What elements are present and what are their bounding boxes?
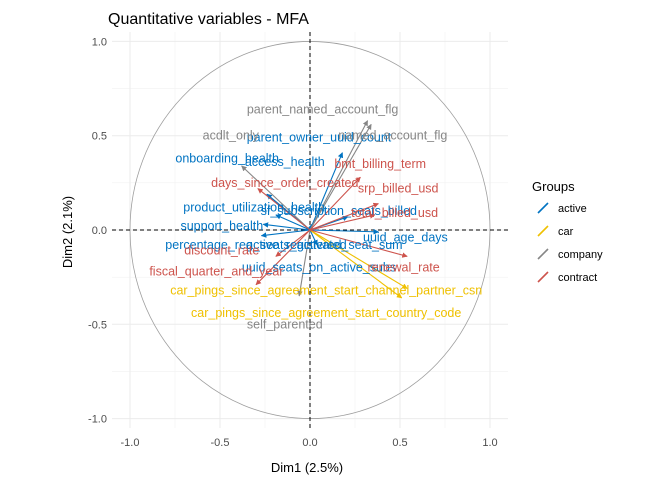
arrow-car-pings-since-agreement-start-country-code: [309, 229, 408, 289]
label-support-health: support_health: [180, 219, 263, 233]
arrow-acdlt-only: [241, 165, 311, 231]
arrow-named-account-flg: [309, 123, 372, 231]
label-uuid-seats-on-active-subs: uuid_seats_on_active_subs: [242, 261, 396, 275]
legend: Groups active car company contract: [532, 179, 603, 284]
arrow-bmt-billing-term: [309, 176, 361, 231]
arrow-self-parented: [297, 229, 311, 297]
label-parent-named-account-flg: parent_named_account_flg: [247, 102, 399, 116]
y-tick-label: -1.0: [88, 414, 107, 426]
arrow-days-since-order-created: [257, 188, 311, 231]
label-renewal-rate: renewal_rate: [367, 261, 439, 275]
label-bmt-billing-term: bmt_billing_term: [334, 157, 426, 171]
axes: -1.0 -0.5 0.0 0.5 1.0 -1.0 -0.5 0.0 0.5 1.0: [88, 32, 508, 449]
legend-label-car: car: [558, 226, 574, 238]
arrow-uuid-age-days: [309, 229, 379, 235]
x-axis-title: Dim1 (2.5%): [271, 460, 343, 475]
label-days-since-order-created: days_since_order_created: [211, 176, 358, 190]
arrow-car-pings-since-agreement-start-channel-partner-csn: [309, 229, 403, 299]
arrow-product-utilization-health: [275, 214, 311, 231]
label-fiscal-quarter-and-year: fiscal_quarter_and_year: [149, 264, 283, 278]
arrow-discount-rate: [275, 229, 311, 257]
label-discount-rate: discount_rate: [184, 244, 259, 258]
arrow-parent-named-account-flg: [309, 120, 369, 231]
legend-key-active: [537, 202, 549, 214]
legend-key-car: [537, 225, 549, 237]
variable-arrows: [241, 120, 408, 299]
x-tick-label: -0.5: [211, 437, 230, 449]
label-total-billed-usd: total_billed_usd: [351, 206, 438, 220]
arrow-srp-billed-usd: [309, 202, 379, 231]
x-tick-label: 0.0: [302, 437, 317, 449]
arrow-renewal-rate: [309, 229, 408, 258]
label-car-pings-since-agreement-start-channel-partner-csn: car_pings_since_agreement_start_channel_…: [170, 283, 482, 297]
arrow-uuid-seats-on-active-subs: [309, 229, 318, 246]
arrow-parent-owner-uuid-count: [309, 152, 344, 231]
y-tick-label: 0.5: [92, 131, 107, 143]
label-self-parented: self_parented: [247, 317, 323, 331]
label-named-account-flg: named_account_flg: [338, 129, 447, 143]
label-acdlt-only: acdlt_only: [203, 129, 260, 143]
label-product-utilization-health: product_utilization_health: [183, 200, 325, 214]
y-axis-title: Dim2 (2.1%): [60, 196, 75, 268]
variable-labels: parent_owner_uuid_count access_healthonbo…: [149, 102, 482, 331]
arrow-fiscal-quarter-and-year: [255, 229, 311, 286]
x-tick-label: 0.5: [392, 437, 407, 449]
label-active-registered-seat-sum: active_registered_seat_sum: [246, 238, 402, 252]
label-srp-billed-usd: srp_billed_usd: [358, 182, 439, 196]
legend-key-company: [537, 248, 549, 260]
label-parent-owner-uuid-count: parent_owner_uuid_count: [247, 131, 392, 145]
label-sf-subscription-seats-billed: sf_subscription_seats_billed: [261, 204, 417, 218]
y-tick-label: -0.5: [88, 319, 107, 331]
label-access-health: access_health: [245, 155, 325, 169]
legend-label-contract: contract: [558, 272, 597, 284]
arrow-support-health: [262, 222, 311, 231]
label-onboarding-health: onboarding_health: [175, 151, 279, 165]
chart-title: Quantitative variables - MFA: [108, 11, 309, 28]
legend-label-company: company: [558, 249, 603, 261]
legend-key-contract: [537, 271, 549, 283]
x-tick-label: 1.0: [482, 437, 497, 449]
y-tick-label: 1.0: [92, 36, 107, 48]
label-percentage-reg-seats-activated: percentage_reg_seats_activated: [165, 238, 346, 252]
legend-title: Groups: [532, 179, 575, 194]
label-car-pings-since-agreement-start-country-code: car_pings_since_agreement_start_country_…: [191, 306, 461, 320]
label-uuid-age-days: uuid_age_days: [363, 231, 448, 245]
arrow-percentage-reg-seats-activated: [260, 229, 311, 238]
arrow-total-billed-usd: [309, 213, 376, 231]
legend-label-active: active: [558, 203, 587, 215]
y-tick-label: 0.0: [92, 225, 107, 237]
x-tick-label: -1.0: [121, 437, 140, 449]
